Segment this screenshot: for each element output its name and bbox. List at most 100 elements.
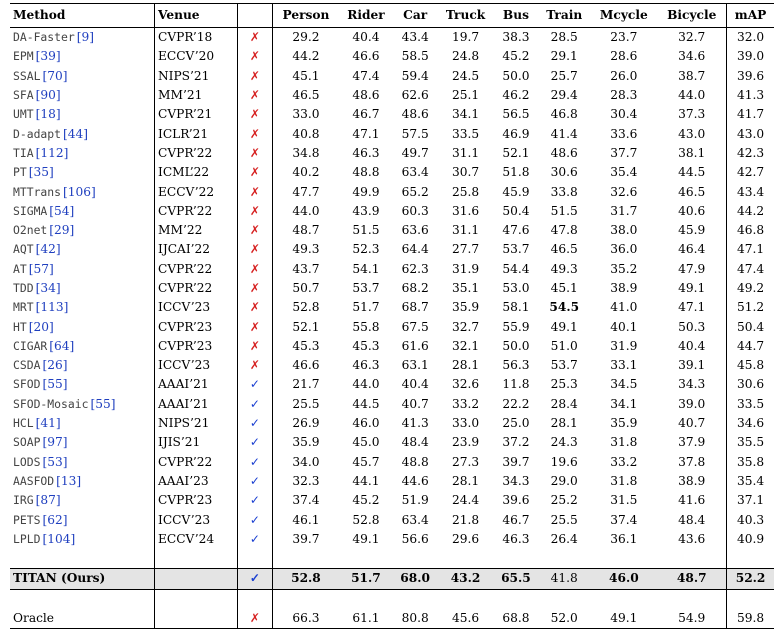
citation-link[interactable]: [106] — [63, 184, 96, 199]
citation-link[interactable]: [64] — [49, 338, 75, 353]
method-cell: AASFOD [13] — [10, 471, 155, 492]
venue-cell: CVPR’18 — [154, 27, 238, 48]
citation-link[interactable]: [9] — [76, 30, 94, 45]
table-row: SIGMA [54] CVPR’22 ✗ 44.0 43.9 60.3 31.6 50.4 51.… — [10, 201, 774, 221]
citation-link[interactable]: [18] — [35, 107, 61, 122]
value-cell-car: 57.5 — [401, 126, 429, 141]
venue-cell: CVPR’22 — [154, 278, 238, 299]
citation-link[interactable]: [57] — [28, 261, 54, 276]
value-cell-bus: 51.8 — [502, 165, 530, 180]
value-cell-bus: 52.1 — [502, 145, 530, 160]
value-cell-car: 56.6 — [401, 531, 429, 546]
method-name: AT — [13, 261, 27, 276]
table-row: TIA [112] CVPR’22 ✗ 34.8 46.3 49.7 31.1 52.1 48.6… — [10, 143, 774, 164]
table-row: MRT [113] ICCV’23 ✗ 52.8 51.7 68.7 35.9 58.1 54.5… — [10, 298, 774, 318]
method-name: HT — [13, 319, 27, 334]
value-cell-bicycle: 43.6 — [657, 529, 728, 550]
cross-mark-icon: ✗ — [249, 126, 261, 141]
method-cell: PT [35] — [10, 163, 155, 183]
citation-link[interactable]: [29] — [49, 223, 75, 238]
citation-link[interactable]: [87] — [35, 493, 61, 508]
citation-link[interactable]: [70] — [42, 68, 68, 83]
value-cell-mcycle: 37.7 — [610, 145, 638, 160]
source-free-cell: ✓ — [237, 510, 273, 530]
citation-link[interactable]: [62] — [42, 512, 68, 527]
citation-link[interactable]: [97] — [42, 435, 68, 450]
venue-cell — [154, 608, 238, 629]
value-cell-bicycle: 47.1 — [657, 298, 728, 318]
value-cell-truck: 34.1 — [451, 107, 480, 122]
table-row: DA-Faster [9] CVPR’18 ✗ 29.2 40.4 43.4 19.7 38.3… — [10, 27, 774, 48]
method-cell: CSDA [26] — [10, 356, 155, 376]
venue-cell: MM’21 — [154, 85, 238, 106]
table-row: HT [20] CVPR’23 ✗ 52.1 55.8 67.5 32.7 55.9 49.1 40… — [10, 317, 774, 337]
value-cell-bus: 39.7 — [502, 454, 530, 469]
citation-link[interactable]: [90] — [35, 88, 61, 103]
citation-link[interactable]: [55] — [42, 377, 68, 392]
table-row: O2net [29] MM’22 ✗ 48.7 51.5 63.6 31.1 47.6 47.8 3… — [10, 220, 774, 241]
value-cell-map: 49.2 — [737, 281, 765, 295]
citation-link[interactable]: [53] — [42, 454, 68, 469]
citation-link[interactable]: [54] — [49, 203, 75, 218]
source-free-cell: ✓ — [237, 452, 273, 472]
cross-mark-icon: ✗ — [249, 358, 261, 373]
check-mark-icon: ✓ — [249, 512, 261, 527]
spacer-cell — [154, 589, 238, 609]
method-cell: UMT [18] — [10, 105, 155, 125]
value-cell-person: 44.2 — [292, 49, 320, 64]
value-cell-person: 21.7 — [292, 377, 320, 392]
value-cell-car: 60.3 — [401, 203, 429, 218]
citation-link[interactable]: [104] — [42, 531, 76, 546]
value-cell-truck: 21.8 — [451, 512, 480, 527]
citation-link[interactable]: [39] — [35, 49, 61, 64]
citation-link[interactable]: [41] — [35, 416, 61, 431]
value-cell-bicycle: 40.4 — [657, 336, 728, 357]
value-cell-person: 46.5 — [292, 88, 320, 103]
ours-row: TITAN (Ours) ✓ 52.8 51.7 68.0 43.2 65.5 41.8 46.… — [10, 568, 774, 590]
value-cell-rider: 46.7 — [352, 107, 380, 122]
spacer-cell — [339, 589, 393, 609]
citation-link[interactable]: [35] — [28, 165, 54, 180]
citation-link[interactable]: [20] — [28, 319, 54, 334]
source-free-cell: ✗ — [237, 163, 273, 183]
value-cell-bicycle: 45.9 — [657, 220, 728, 241]
value-cell-car: 44.6 — [401, 473, 429, 488]
value-cell-truck: 35.1 — [451, 281, 480, 295]
citation-link[interactable]: [55] — [90, 396, 116, 411]
venue-cell: CVPR’22 — [154, 143, 238, 164]
value-cell-train: 47.8 — [550, 223, 578, 238]
venue-cell: CVPR’22 — [154, 201, 238, 221]
method-name: HCL — [13, 416, 34, 431]
venue-cell: ECCV’24 — [154, 529, 238, 550]
value-cell-person: 25.5 — [292, 396, 320, 411]
value-cell-person: 46.1 — [292, 512, 320, 527]
value-cell-car: 43.4 — [401, 30, 429, 45]
table-row: HCL [41] NIPS’21 ✓ 26.9 46.0 41.3 33.0 25.0 28.1 3… — [10, 413, 774, 434]
value-cell-rider: 47.1 — [352, 126, 380, 141]
column-header-car: Car — [392, 3, 438, 28]
value-cell-truck: 33.2 — [451, 396, 480, 411]
value-cell-bus: 46.3 — [502, 531, 530, 546]
value-cell-train: 29.1 — [550, 49, 578, 64]
table-row: TDD [34] CVPR’22 ✗ 50.7 53.7 68.2 35.1 53.0 45.1 3… — [10, 278, 774, 299]
citation-link[interactable]: [26] — [42, 358, 68, 373]
method-name: LPLD — [13, 531, 41, 546]
citation-link[interactable]: [112] — [35, 145, 69, 160]
column-header-person: Person — [272, 3, 339, 28]
citation-link[interactable]: [44] — [63, 126, 89, 141]
venue-cell: ECCV’22 — [154, 182, 238, 202]
value-cell-train: 51.0 — [550, 338, 578, 353]
cross-mark-icon: ✗ — [249, 68, 261, 83]
spacer-cell — [494, 549, 538, 569]
cross-mark-icon: ✗ — [249, 338, 261, 353]
table-row: SFOD [55] AAAI’21 ✓ 21.7 44.0 40.4 32.6 11.8 25.3… — [10, 375, 774, 395]
citation-link[interactable]: [42] — [35, 242, 61, 257]
citation-link[interactable]: [13] — [56, 473, 82, 488]
value-cell-train: 53.7 — [550, 358, 578, 373]
citation-link[interactable]: [113] — [35, 300, 69, 315]
source-free-cell: ✗ — [237, 356, 273, 376]
citation-link[interactable]: [34] — [35, 281, 61, 295]
cross-mark-icon: ✗ — [249, 611, 261, 626]
venue-cell: ICCV’23 — [154, 356, 238, 376]
value-cell-rider: 48.6 — [352, 88, 380, 103]
